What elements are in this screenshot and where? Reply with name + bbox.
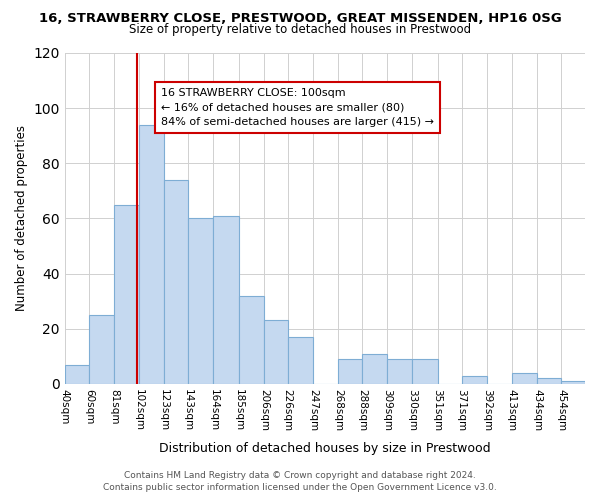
Bar: [164, 180, 188, 384]
Bar: [188, 218, 214, 384]
Bar: [288, 337, 313, 384]
Bar: [264, 320, 288, 384]
Bar: [387, 359, 412, 384]
Bar: [412, 359, 437, 384]
Text: 16, STRAWBERRY CLOSE, PRESTWOOD, GREAT MISSENDEN, HP16 0SG: 16, STRAWBERRY CLOSE, PRESTWOOD, GREAT M…: [38, 12, 562, 26]
Bar: [65, 364, 89, 384]
Bar: [461, 376, 487, 384]
Text: Contains HM Land Registry data © Crown copyright and database right 2024.
Contai: Contains HM Land Registry data © Crown c…: [103, 471, 497, 492]
X-axis label: Distribution of detached houses by size in Prestwood: Distribution of detached houses by size …: [159, 442, 491, 455]
Bar: [537, 378, 561, 384]
Bar: [214, 216, 239, 384]
Y-axis label: Number of detached properties: Number of detached properties: [15, 126, 28, 312]
Bar: [239, 296, 264, 384]
Bar: [512, 373, 537, 384]
Bar: [561, 381, 585, 384]
Bar: [89, 315, 114, 384]
Text: Size of property relative to detached houses in Prestwood: Size of property relative to detached ho…: [129, 22, 471, 36]
Bar: [114, 204, 139, 384]
Bar: [362, 354, 387, 384]
Text: 16 STRAWBERRY CLOSE: 100sqm
← 16% of detached houses are smaller (80)
84% of sem: 16 STRAWBERRY CLOSE: 100sqm ← 16% of det…: [161, 88, 434, 128]
Bar: [338, 359, 362, 384]
Bar: [139, 124, 164, 384]
